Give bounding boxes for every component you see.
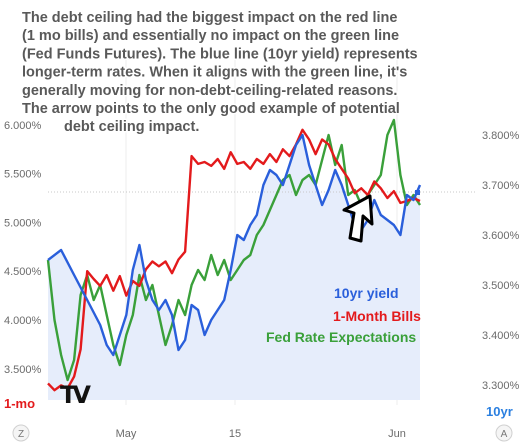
left-tick-label: 3.500% [4,364,42,376]
left-tick-label: 5.500% [4,169,42,181]
left-tick-label: 5.000% [4,217,42,229]
left-axis-ticks: 3.500% 4.000% 4.500% 5.000% 5.500% 6.000% [4,120,42,376]
right-corner-label: A [501,429,508,440]
x-tick-label: 15 [229,428,241,440]
x-axis-ticks: May 15 Jun [116,428,406,440]
legend-entry: Fed Rate Expectations [266,329,416,345]
left-axis-name: 1-mo [4,396,35,411]
right-tick-label: 3.700% [482,180,520,192]
left-corner-label: Z [18,429,24,440]
right-tick-label: 3.300% [482,380,520,392]
right-axis-name: 10yr [486,404,513,419]
right-corner-button[interactable] [495,424,513,442]
annotation-line: The arrow points to the only good exampl… [22,101,400,117]
left-tick-label: 4.000% [4,315,42,327]
tradingview-logo: TV [60,381,95,409]
right-tick-label: 3.800% [482,130,520,142]
annotation-text: The debt ceiling had the biggest impact … [21,9,420,137]
left-tick-label: 4.500% [4,266,42,278]
annotation-line: longer-term rates. When it aligns with t… [22,65,407,81]
right-tick-label: 3.400% [482,330,520,342]
yield-area-fill [48,135,420,400]
x-tick-label: Jun [388,428,406,440]
annotation-line: (Fed Funds Futures). The blue line (10yr… [22,46,418,62]
annotation-line: debt ceiling impact. [64,119,199,135]
1-month-bills-line [47,128,421,392]
annotation-line: generally moving for non-debt-ceiling-re… [22,83,397,99]
annotation-line: The debt ceiling had the biggest impact … [22,10,397,26]
price-marker [415,190,420,195]
annotation-line: (1 mo bills) and essentially no impact o… [22,28,399,44]
fed-rate-expectations-line [46,118,422,382]
x-tick-label: May [116,428,137,440]
logo-text: TV [60,381,91,409]
up-arrow-icon [342,194,374,243]
left-tick-label: 6.000% [4,120,42,132]
legend-entry: 1-Month Bills [333,308,421,324]
right-axis-ticks: 3.300% 3.400% 3.500% 3.600% 3.700% 3.800% [482,130,520,392]
legend-entry: 10yr yield [334,285,399,301]
right-tick-label: 3.600% [482,230,520,242]
legend: 10yr yield 1-Month Bills Fed Rate Expectat… [266,285,421,345]
right-tick-label: 3.500% [482,280,520,292]
left-corner-button[interactable] [12,424,30,442]
